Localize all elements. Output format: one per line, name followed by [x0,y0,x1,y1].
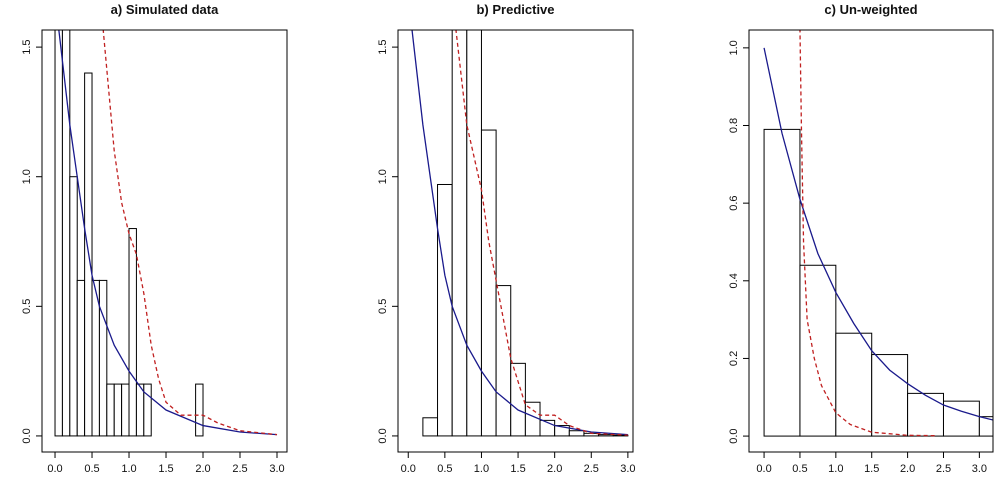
density-curve [411,30,628,436]
bar [480,129,497,437]
panel-title: b) Predictive [476,2,554,17]
x-tick-label: 1.5 [510,463,525,475]
bar [195,383,204,437]
y-tick-label: 1.0 [728,40,740,55]
x-tick-label: 2.5 [936,463,951,475]
bar [495,285,512,437]
bar [76,279,86,437]
plot-frame [748,29,994,453]
density-curve [102,30,278,436]
y-tick-label: 0.4 [728,273,740,288]
bar [121,383,130,437]
panel: b) Predictive 0.0 0.5 1.0 1.5 2.0 2.5 3.0 0.0 0.5… [377,2,636,475]
bar [568,430,585,437]
y-tick-label: 1.5 [377,39,389,54]
plot-frame [397,29,634,453]
y-tick-label: 0.5 [377,299,389,314]
bar [61,30,71,437]
y-tick-label: 0.2 [728,351,740,366]
x-tick-label: 2.0 [900,463,915,475]
density-curve [58,30,278,436]
bar [106,383,115,437]
x-tick-label: 3.0 [269,463,284,475]
x-tick-label: 2.5 [232,463,247,475]
bar [799,264,837,437]
x-tick-label: 1.5 [864,463,879,475]
panel-title: a) Simulated data [111,2,219,17]
bar [98,279,108,437]
x-tick-label: 2.0 [195,463,210,475]
bar [54,30,63,437]
plot-area [763,30,993,437]
bar [422,417,439,437]
bar [978,416,993,437]
y-tick-label: 0.6 [728,195,740,210]
plot-area [411,30,629,437]
density-curve [763,47,993,421]
x-tick-label: 2.5 [584,463,599,475]
bar [763,128,801,437]
x-tick-label: 3.0 [972,463,987,475]
panel-title: c) Un-weighted [824,2,917,17]
x-tick-label: 1.5 [158,463,173,475]
y-tick-label: 1.0 [21,169,33,184]
x-tick-label: 1.0 [121,463,136,475]
x-tick-label: 0.5 [437,463,452,475]
y-tick-label: 0.0 [377,428,389,443]
density-curve [455,30,628,436]
x-tick-label: 0.0 [756,463,771,475]
bar [510,362,526,437]
y-tick-label: 1.0 [377,169,389,184]
bar [135,383,145,437]
bar [113,383,123,437]
y-tick-label: 0.8 [728,118,740,133]
x-tick-label: 0.0 [401,463,416,475]
bar [69,176,78,437]
density-curve [799,30,937,437]
x-tick-label: 2.0 [547,463,562,475]
bar [466,30,482,437]
y-tick-label: 0.5 [21,299,33,314]
x-tick-label: 3.0 [620,463,635,475]
bar [835,332,873,437]
bar [143,383,152,437]
bar [907,392,944,437]
panel: c) Un-weighted 0.0 0.5 1.0 1.5 2.0 2.5 3.0 0.0 0.… [728,2,994,475]
y-tick-label: 0.0 [728,428,740,443]
x-tick-label: 1.0 [474,463,489,475]
bar [437,183,453,437]
x-tick-label: 0.5 [792,463,807,475]
plot-area [54,30,278,437]
x-tick-label: 1.0 [828,463,843,475]
plot-frame [41,29,288,453]
panel: a) Simulated data 0.0 0.5 1.0 1.5 2.0 2.5 3.0 0.… [21,2,288,475]
y-tick-label: 1.5 [21,39,33,54]
bar [871,354,909,437]
y-tick-label: 0.0 [21,428,33,443]
bar [128,228,137,437]
x-tick-label: 0.5 [84,463,99,475]
x-tick-label: 0.0 [47,463,62,475]
